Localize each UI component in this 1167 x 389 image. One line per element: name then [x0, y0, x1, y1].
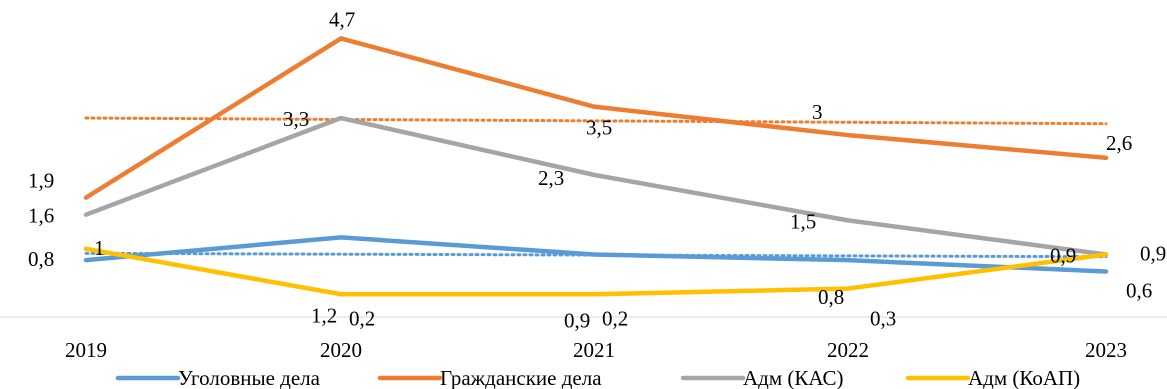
data-label-2-3: 1,5	[790, 209, 816, 233]
legend: Уголовные дела Гражданские дела Адм (КАС) А…	[115, 366, 1080, 389]
x-tick-label-4: 2023	[1085, 338, 1127, 362]
data-label-0-4: 0,6	[1126, 279, 1152, 303]
legend-label-3: Адм (КоАП)	[968, 366, 1080, 389]
data-label-3-0: 1	[94, 236, 105, 260]
x-tick-label-2: 2021	[573, 338, 615, 362]
data-label-1-4: 2,6	[1106, 131, 1132, 155]
data-label-0-3: 0,8	[818, 285, 844, 309]
data-label-2-1: 3,3	[283, 107, 309, 131]
data-label-1-3: 3	[812, 100, 823, 124]
data-label-3-2: 0,2	[602, 306, 628, 330]
data-label-2-4: 0,9	[1050, 243, 1076, 267]
series-line-2	[83, 115, 1109, 257]
legend-label-1: Гражданские дела	[440, 366, 602, 389]
trendline-series-1	[84, 116, 1108, 126]
data-label-1-0: 1,9	[28, 169, 54, 193]
data-label-0-1: 1,2	[311, 303, 337, 327]
x-tick-labels: 2019 2020 2021 2022 2023	[65, 338, 1127, 362]
data-label-2-0: 1,6	[28, 204, 54, 228]
data-label-2-2: 2,3	[538, 166, 564, 190]
data-label-1-2: 3,5	[586, 116, 612, 140]
series-line-1	[83, 36, 1109, 200]
x-tick-label-0: 2019	[65, 338, 107, 362]
series-line-0	[83, 235, 1109, 274]
data-label-3-4: 0,9	[1140, 241, 1166, 265]
x-tick-label-1: 2020	[320, 338, 362, 362]
data-label-3-1: 0,2	[349, 306, 375, 330]
data-label-0-2: 0,9	[564, 308, 590, 332]
series-lines	[83, 36, 1109, 297]
series-line-3	[83, 246, 1109, 297]
data-labels: 0,8 1,2 0,9 0,8 0,6 1,9 4,7 3,5 3 2,6 1,6 3,3 2,3 1,5…	[28, 7, 1166, 332]
data-label-0-0: 0,8	[28, 247, 54, 271]
x-tick-label-3: 2022	[827, 338, 869, 362]
legend-label-0: Уголовные дела	[178, 366, 321, 389]
data-label-1-1: 4,7	[329, 7, 355, 31]
data-label-3-3: 0,3	[870, 307, 896, 331]
legend-label-2: Адм (КАС)	[743, 366, 844, 389]
